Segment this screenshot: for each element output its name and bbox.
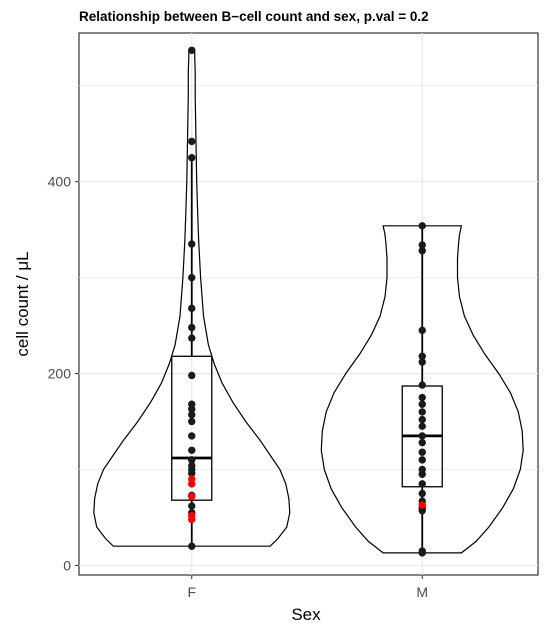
- data-point: [418, 393, 426, 402]
- data-point: [418, 400, 426, 408]
- data-point: [418, 432, 426, 440]
- data-point: [418, 381, 426, 389]
- x-tick-label: F: [187, 584, 196, 600]
- data-point: [188, 240, 196, 248]
- data-point: [418, 507, 426, 515]
- data-point: [188, 405, 196, 413]
- data-point: [418, 456, 426, 464]
- data-point: [188, 334, 196, 342]
- y-tick-label: 0: [63, 557, 71, 573]
- data-point: [418, 247, 426, 255]
- data-point: [188, 432, 196, 440]
- highlight-point: [188, 480, 196, 488]
- y-axis-title: cell count / μL: [13, 251, 32, 356]
- data-point: [188, 137, 196, 146]
- data-point: [418, 326, 426, 335]
- box-F: [171, 355, 213, 501]
- data-point: [418, 408, 426, 416]
- highlight-point: [188, 515, 196, 524]
- chart-title: Relationship between B−cell count and se…: [79, 9, 429, 24]
- data-point: [418, 480, 426, 488]
- data-point: [188, 323, 196, 332]
- data-point: [418, 489, 426, 498]
- data-point: [188, 542, 196, 550]
- plot-panel: [78, 32, 539, 576]
- data-point: [188, 456, 196, 464]
- data-point: [418, 222, 426, 230]
- data-point: [188, 371, 196, 380]
- data-point: [418, 422, 426, 431]
- data-points: [188, 46, 426, 557]
- data-point: [418, 415, 426, 424]
- axes: 0 200 400 F M: [48, 174, 428, 600]
- data-point: [188, 411, 196, 419]
- violin-M: [320, 225, 524, 554]
- data-point: [418, 549, 426, 557]
- data-point: [188, 273, 196, 282]
- data-point: [418, 352, 426, 360]
- data-point: [418, 241, 426, 249]
- highlight-point: [188, 492, 196, 501]
- data-point: [188, 46, 196, 54]
- highlight-point: [418, 501, 426, 509]
- data-point: [418, 448, 426, 456]
- data-point: [418, 438, 426, 447]
- y-tick-label: 200: [48, 366, 72, 382]
- data-point: [188, 417, 196, 426]
- x-axis-title: Sex: [291, 605, 321, 624]
- y-tick-label: 400: [48, 174, 72, 190]
- data-point: [188, 469, 196, 478]
- x-tick-label: M: [416, 584, 428, 600]
- data-point: [188, 304, 196, 313]
- data-point: [418, 470, 426, 478]
- data-point: [188, 446, 196, 454]
- data-point: [418, 358, 426, 366]
- data-point: [188, 154, 196, 162]
- data-point: [188, 502, 196, 510]
